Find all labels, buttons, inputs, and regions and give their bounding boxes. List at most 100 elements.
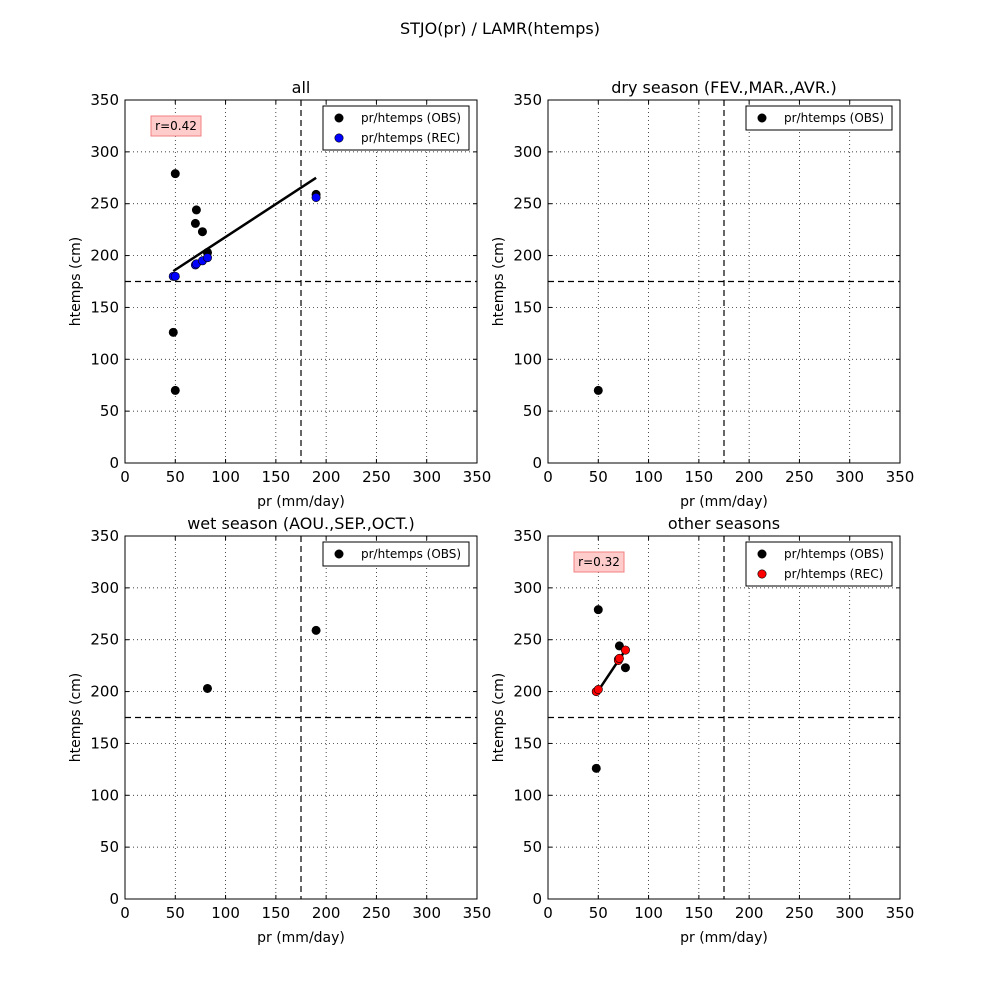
data-point	[191, 205, 201, 215]
x-axis-label: pr (mm/day)	[257, 930, 345, 946]
x-tick-label: 100	[634, 904, 663, 922]
x-tick-label: 0	[543, 904, 553, 922]
data-point	[190, 218, 200, 228]
series-rec	[591, 645, 630, 697]
x-tick-label: 50	[166, 468, 185, 486]
axes-frame	[124, 535, 478, 900]
legend: pr/htemps (OBS) pr/htemps (REC)	[322, 105, 470, 151]
x-tick-label: 300	[412, 468, 441, 486]
y-axis-label: htemps (cm)	[491, 673, 507, 763]
y-tick-label: 50	[523, 838, 542, 856]
correlation-annotation: r=0.42	[150, 115, 202, 137]
y-axis-label: htemps (cm)	[491, 237, 507, 327]
x-tick-label: 150	[262, 904, 291, 922]
x-tick-label: 300	[835, 468, 864, 486]
subplot-grid: 0 50 100 150 200 250 300 350 0 50 100 150 200 250 300 3…	[68, 78, 914, 946]
data-point	[311, 192, 321, 202]
y-axis-label: htemps (cm)	[68, 237, 84, 327]
series-obs	[593, 385, 603, 395]
legend-entry: pr/htemps (REC)	[361, 131, 460, 145]
axes-frame	[124, 99, 478, 464]
y-tick-label: 200	[90, 247, 119, 265]
x-tick-label: 150	[685, 904, 714, 922]
series-rec	[168, 192, 321, 281]
x-tick-label: 0	[120, 468, 130, 486]
y-tick-label: 350	[513, 527, 542, 545]
y-tick-label: 50	[523, 402, 542, 420]
y-axis-label: htemps (cm)	[68, 673, 84, 763]
data-point	[170, 169, 180, 179]
y-tick-label: 150	[513, 298, 542, 316]
correlation-label: r=0.32	[578, 555, 620, 569]
y-tick-label: 350	[90, 527, 119, 545]
legend-marker	[757, 569, 767, 579]
legend-entry: pr/htemps (OBS)	[784, 111, 884, 125]
x-tick-label: 50	[589, 904, 608, 922]
legend-entry: pr/htemps (OBS)	[361, 111, 461, 125]
legend: pr/htemps (OBS)	[745, 105, 893, 131]
x-tick-label: 50	[166, 904, 185, 922]
y-tick-label: 300	[90, 579, 119, 597]
legend-marker	[334, 549, 344, 559]
x-tick-label: 200	[312, 468, 341, 486]
legend-box	[322, 541, 470, 567]
y-tick-label: 0	[109, 890, 119, 908]
y-tick-label: 350	[90, 91, 119, 109]
x-tick-label: 250	[362, 468, 391, 486]
x-tick-label: 350	[886, 904, 915, 922]
y-tick-label: 250	[90, 631, 119, 649]
legend-marker	[334, 133, 344, 143]
data-point	[593, 605, 603, 615]
y-tick-label: 200	[513, 247, 542, 265]
series-obs	[202, 625, 321, 693]
data-point	[593, 385, 603, 395]
subplot-wet: 0 50 100 150 200 250 300 350 0 50 100 150 200 250 300 3…	[68, 514, 491, 946]
axes-frame	[547, 535, 901, 900]
legend-entry: pr/htemps (OBS)	[784, 547, 884, 561]
x-axis-label: pr (mm/day)	[257, 494, 345, 510]
x-tick-label: 350	[463, 904, 492, 922]
data-point	[593, 684, 603, 694]
data-point	[620, 663, 630, 673]
y-tick-label: 250	[90, 195, 119, 213]
y-tick-label: 300	[90, 143, 119, 161]
x-tick-label: 200	[735, 904, 764, 922]
y-tick-label: 150	[90, 298, 119, 316]
y-tick-label: 250	[513, 195, 542, 213]
axes-frame	[547, 99, 901, 464]
correlation-box	[150, 115, 202, 137]
data-point	[614, 653, 624, 663]
legend: pr/htemps (OBS)	[322, 541, 470, 567]
y-tick-label: 300	[513, 579, 542, 597]
y-tick-label: 200	[90, 683, 119, 701]
subplot-dry: 0 50 100 150 200 250 300 350 0 50 100 150 200 250 300 3…	[491, 78, 914, 510]
x-axis-label: pr (mm/day)	[680, 494, 768, 510]
x-tick-label: 50	[589, 468, 608, 486]
x-tick-label: 250	[785, 468, 814, 486]
data-point	[170, 385, 180, 395]
legend-box	[745, 541, 893, 587]
y-tick-label: 100	[513, 786, 542, 804]
x-tick-label: 0	[120, 904, 130, 922]
y-tick-label: 350	[513, 91, 542, 109]
y-tick-label: 0	[532, 890, 542, 908]
y-tick-label: 50	[100, 402, 119, 420]
data-point	[202, 683, 212, 693]
legend-entry: pr/htemps (OBS)	[361, 547, 461, 561]
y-tick-label: 200	[513, 683, 542, 701]
y-tick-label: 150	[513, 734, 542, 752]
correlation-box	[573, 551, 625, 573]
x-tick-label: 200	[735, 468, 764, 486]
y-tick-label: 100	[513, 350, 542, 368]
x-tick-label: 150	[262, 468, 291, 486]
x-tick-label: 250	[785, 904, 814, 922]
y-tick-label: 0	[532, 454, 542, 472]
legend-marker	[757, 549, 767, 559]
x-tick-label: 300	[835, 904, 864, 922]
correlation-annotation: r=0.32	[573, 551, 625, 573]
legend-marker	[757, 113, 767, 123]
subplot-title: wet season (AOU.,SEP.,OCT.)	[187, 514, 415, 533]
legend-box	[745, 105, 893, 131]
